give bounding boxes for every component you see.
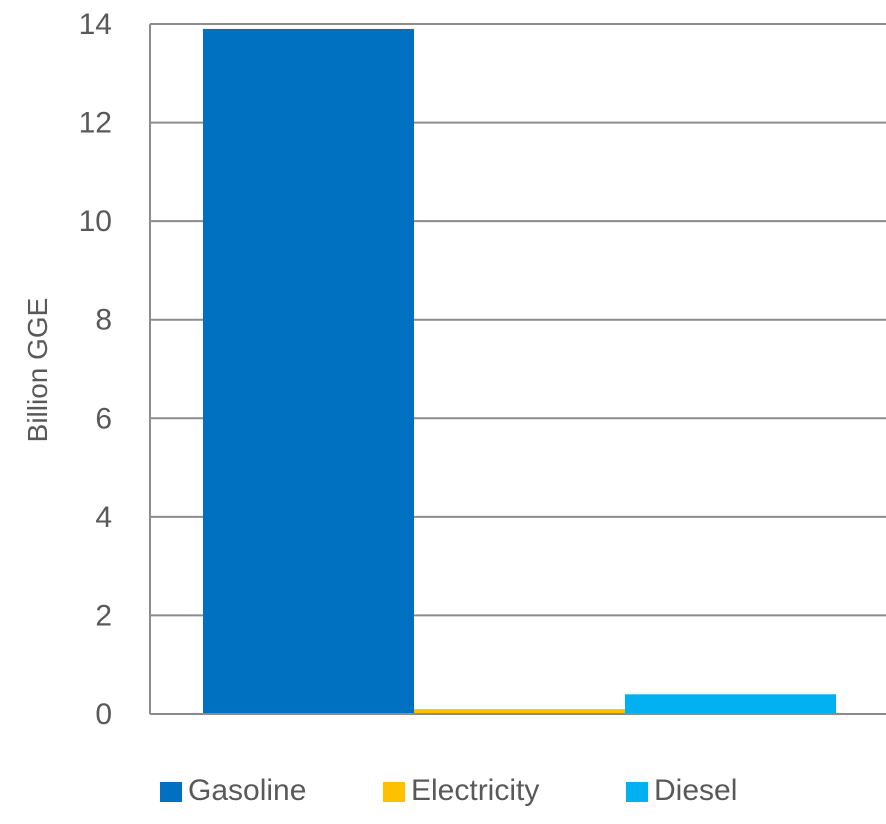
legend-label-gasoline: Gasoline bbox=[188, 774, 306, 807]
legend: Gasoline Electricity Diesel bbox=[160, 774, 737, 807]
bar-gasoline bbox=[203, 28, 414, 714]
y-tick-label: 4 bbox=[95, 501, 112, 534]
legend-swatch-gasoline bbox=[160, 782, 182, 802]
y-tick-label: 14 bbox=[79, 8, 112, 41]
bar-electricity bbox=[414, 709, 625, 714]
y-axis-label: Billion GGE bbox=[22, 298, 53, 443]
y-tick-label: 10 bbox=[79, 205, 112, 238]
y-tick-label: 6 bbox=[95, 402, 112, 435]
legend-label-electricity: Electricity bbox=[411, 774, 539, 807]
axes bbox=[149, 24, 886, 715]
bar-diesel bbox=[625, 694, 836, 714]
y-tick-label: 12 bbox=[79, 107, 112, 140]
legend-label-diesel: Diesel bbox=[654, 774, 737, 807]
y-tick-label: 0 bbox=[95, 698, 112, 731]
y-tick-label: 2 bbox=[95, 599, 112, 632]
y-tick-label: 8 bbox=[95, 304, 112, 337]
legend-swatch-diesel bbox=[626, 782, 648, 802]
legend-swatch-electricity bbox=[383, 782, 405, 802]
y-tick-labels: 0 2 4 6 8 10 12 14 bbox=[79, 8, 112, 731]
bars bbox=[203, 28, 836, 714]
